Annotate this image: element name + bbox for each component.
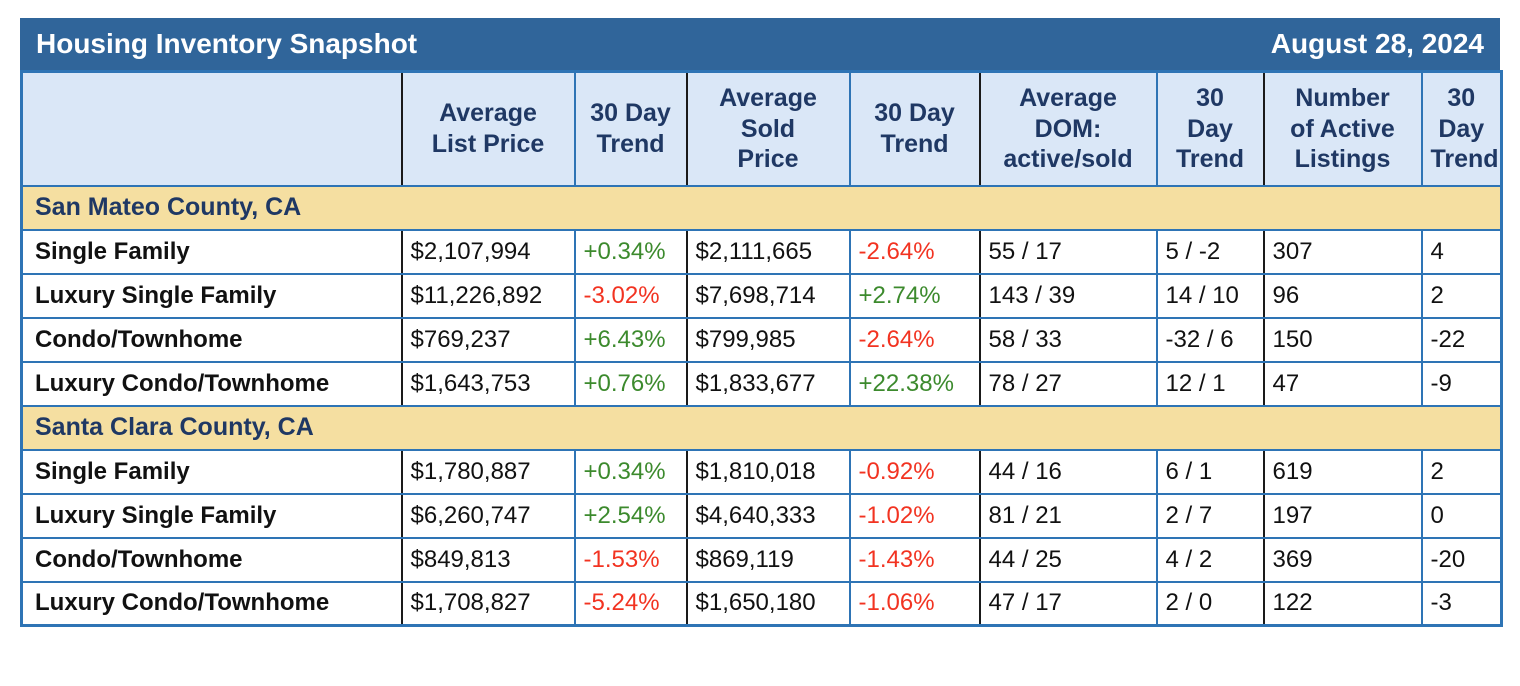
- sold-trend-cell: -1.43%: [848, 537, 980, 583]
- active-listings-cell: 47: [1262, 361, 1422, 407]
- avg-list-price-cell: $1,708,827: [400, 581, 575, 627]
- dom-cell: 58 / 33: [978, 317, 1157, 363]
- dom-cell: 44 / 16: [978, 449, 1157, 495]
- list-trend-cell: +6.43%: [573, 317, 687, 363]
- dom-cell: 78 / 27: [978, 361, 1157, 407]
- dom-trend-cell: 6 / 1: [1155, 449, 1264, 495]
- dom-trend-cell: 4 / 2: [1155, 537, 1264, 583]
- active-listings-cell: 122: [1262, 581, 1422, 627]
- row-label: Condo/Townhome: [21, 537, 402, 583]
- avg-list-price-cell: $1,643,753: [400, 361, 575, 407]
- row-label: Luxury Condo/Townhome: [21, 581, 402, 627]
- avg-sold-price-cell: $7,698,714: [685, 273, 850, 319]
- listings-trend-cell: -20: [1420, 537, 1502, 583]
- list-trend-cell: -5.24%: [573, 581, 687, 627]
- dom-trend-cell: -32 / 6: [1155, 317, 1264, 363]
- sold-trend-cell: +2.74%: [848, 273, 980, 319]
- list-trend-cell: +0.76%: [573, 361, 687, 407]
- sold-trend-cell: +22.38%: [848, 361, 980, 407]
- section-row-san-mateo: San Mateo County, CA: [21, 184, 1502, 231]
- page-title: Housing Inventory Snapshot: [36, 28, 418, 59]
- avg-list-price-cell: $1,780,887: [400, 449, 575, 495]
- avg-sold-price-cell: $799,985: [685, 317, 850, 363]
- listings-trend-cell: -22: [1420, 317, 1502, 363]
- table-row: Condo/Townhome $769,237 +6.43% $799,985 …: [21, 317, 1502, 363]
- avg-list-price-cell: $6,260,747: [400, 493, 575, 539]
- sold-trend-cell: -1.06%: [848, 581, 980, 627]
- sold-trend-cell: -2.64%: [848, 317, 980, 363]
- listings-trend-cell: -9: [1420, 361, 1502, 407]
- avg-list-price-cell: $2,107,994: [400, 229, 575, 275]
- housing-inventory-report: Housing Inventory Snapshot August 28, 20…: [20, 18, 1503, 627]
- column-header-row: Average List Price 30 Day Trend Average …: [21, 71, 1502, 187]
- dom-trend-cell: 2 / 7: [1155, 493, 1264, 539]
- listings-trend-cell: 2: [1420, 273, 1502, 319]
- dom-cell: 81 / 21: [978, 493, 1157, 539]
- sold-trend-cell: -2.64%: [848, 229, 980, 275]
- sold-trend-cell: -1.02%: [848, 493, 980, 539]
- listings-trend-cell: 0: [1420, 493, 1502, 539]
- row-label: Luxury Single Family: [21, 493, 402, 539]
- listings-trend-cell: -3: [1420, 581, 1502, 627]
- column-header-sold-trend: 30 Day Trend: [848, 71, 980, 187]
- avg-sold-price-cell: $1,833,677: [685, 361, 850, 407]
- list-trend-cell: -1.53%: [573, 537, 687, 583]
- table-row: Luxury Single Family $6,260,747 +2.54% $…: [21, 493, 1502, 539]
- row-label: Condo/Townhome: [21, 317, 402, 363]
- table-row: Single Family $2,107,994 +0.34% $2,111,6…: [21, 229, 1502, 275]
- avg-sold-price-cell: $2,111,665: [685, 229, 850, 275]
- active-listings-cell: 307: [1262, 229, 1422, 275]
- section-title: Santa Clara County, CA: [21, 404, 1502, 451]
- row-label: Single Family: [21, 449, 402, 495]
- dom-trend-cell: 2 / 0: [1155, 581, 1264, 627]
- column-header-listings-trend: 30 Day Trend: [1420, 71, 1502, 187]
- column-header-dom-trend: 30 Day Trend: [1155, 71, 1264, 187]
- avg-sold-price-cell: $869,119: [685, 537, 850, 583]
- dom-cell: 143 / 39: [978, 273, 1157, 319]
- active-listings-cell: 619: [1262, 449, 1422, 495]
- listings-trend-cell: 2: [1420, 449, 1502, 495]
- active-listings-cell: 369: [1262, 537, 1422, 583]
- column-header-list-trend: 30 Day Trend: [573, 71, 687, 187]
- dom-cell: 44 / 25: [978, 537, 1157, 583]
- row-label: Luxury Condo/Townhome: [21, 361, 402, 407]
- column-header-avg-dom: Average DOM: active/sold: [978, 71, 1157, 187]
- list-trend-cell: -3.02%: [573, 273, 687, 319]
- column-header-blank: [21, 71, 402, 187]
- sold-trend-cell: -0.92%: [848, 449, 980, 495]
- title-bar: Housing Inventory Snapshot August 28, 20…: [20, 18, 1500, 70]
- report-date: August 28, 2024: [1270, 28, 1484, 59]
- active-listings-cell: 96: [1262, 273, 1422, 319]
- row-label: Luxury Single Family: [21, 273, 402, 319]
- housing-inventory-table: Average List Price 30 Day Trend Average …: [20, 70, 1503, 627]
- section-title: San Mateo County, CA: [21, 184, 1502, 231]
- avg-sold-price-cell: $1,810,018: [685, 449, 850, 495]
- avg-sold-price-cell: $4,640,333: [685, 493, 850, 539]
- dom-trend-cell: 14 / 10: [1155, 273, 1264, 319]
- table-row: Single Family $1,780,887 +0.34% $1,810,0…: [21, 449, 1502, 495]
- dom-trend-cell: 12 / 1: [1155, 361, 1264, 407]
- row-label: Single Family: [21, 229, 402, 275]
- dom-trend-cell: 5 / -2: [1155, 229, 1264, 275]
- listings-trend-cell: 4: [1420, 229, 1502, 275]
- avg-list-price-cell: $849,813: [400, 537, 575, 583]
- table-row: Luxury Condo/Townhome $1,643,753 +0.76% …: [21, 361, 1502, 407]
- active-listings-cell: 197: [1262, 493, 1422, 539]
- list-trend-cell: +0.34%: [573, 229, 687, 275]
- active-listings-cell: 150: [1262, 317, 1422, 363]
- table-row: Luxury Condo/Townhome $1,708,827 -5.24% …: [21, 581, 1502, 627]
- table-row: Condo/Townhome $849,813 -1.53% $869,119 …: [21, 537, 1502, 583]
- list-trend-cell: +0.34%: [573, 449, 687, 495]
- column-header-avg-sold-price: Average Sold Price: [685, 71, 850, 187]
- column-header-active-listings: Number of Active Listings: [1262, 71, 1422, 187]
- avg-list-price-cell: $769,237: [400, 317, 575, 363]
- dom-cell: 55 / 17: [978, 229, 1157, 275]
- avg-sold-price-cell: $1,650,180: [685, 581, 850, 627]
- list-trend-cell: +2.54%: [573, 493, 687, 539]
- avg-list-price-cell: $11,226,892: [400, 273, 575, 319]
- section-row-santa-clara: Santa Clara County, CA: [21, 404, 1502, 451]
- column-header-avg-list-price: Average List Price: [400, 71, 575, 187]
- table-row: Luxury Single Family $11,226,892 -3.02% …: [21, 273, 1502, 319]
- dom-cell: 47 / 17: [978, 581, 1157, 627]
